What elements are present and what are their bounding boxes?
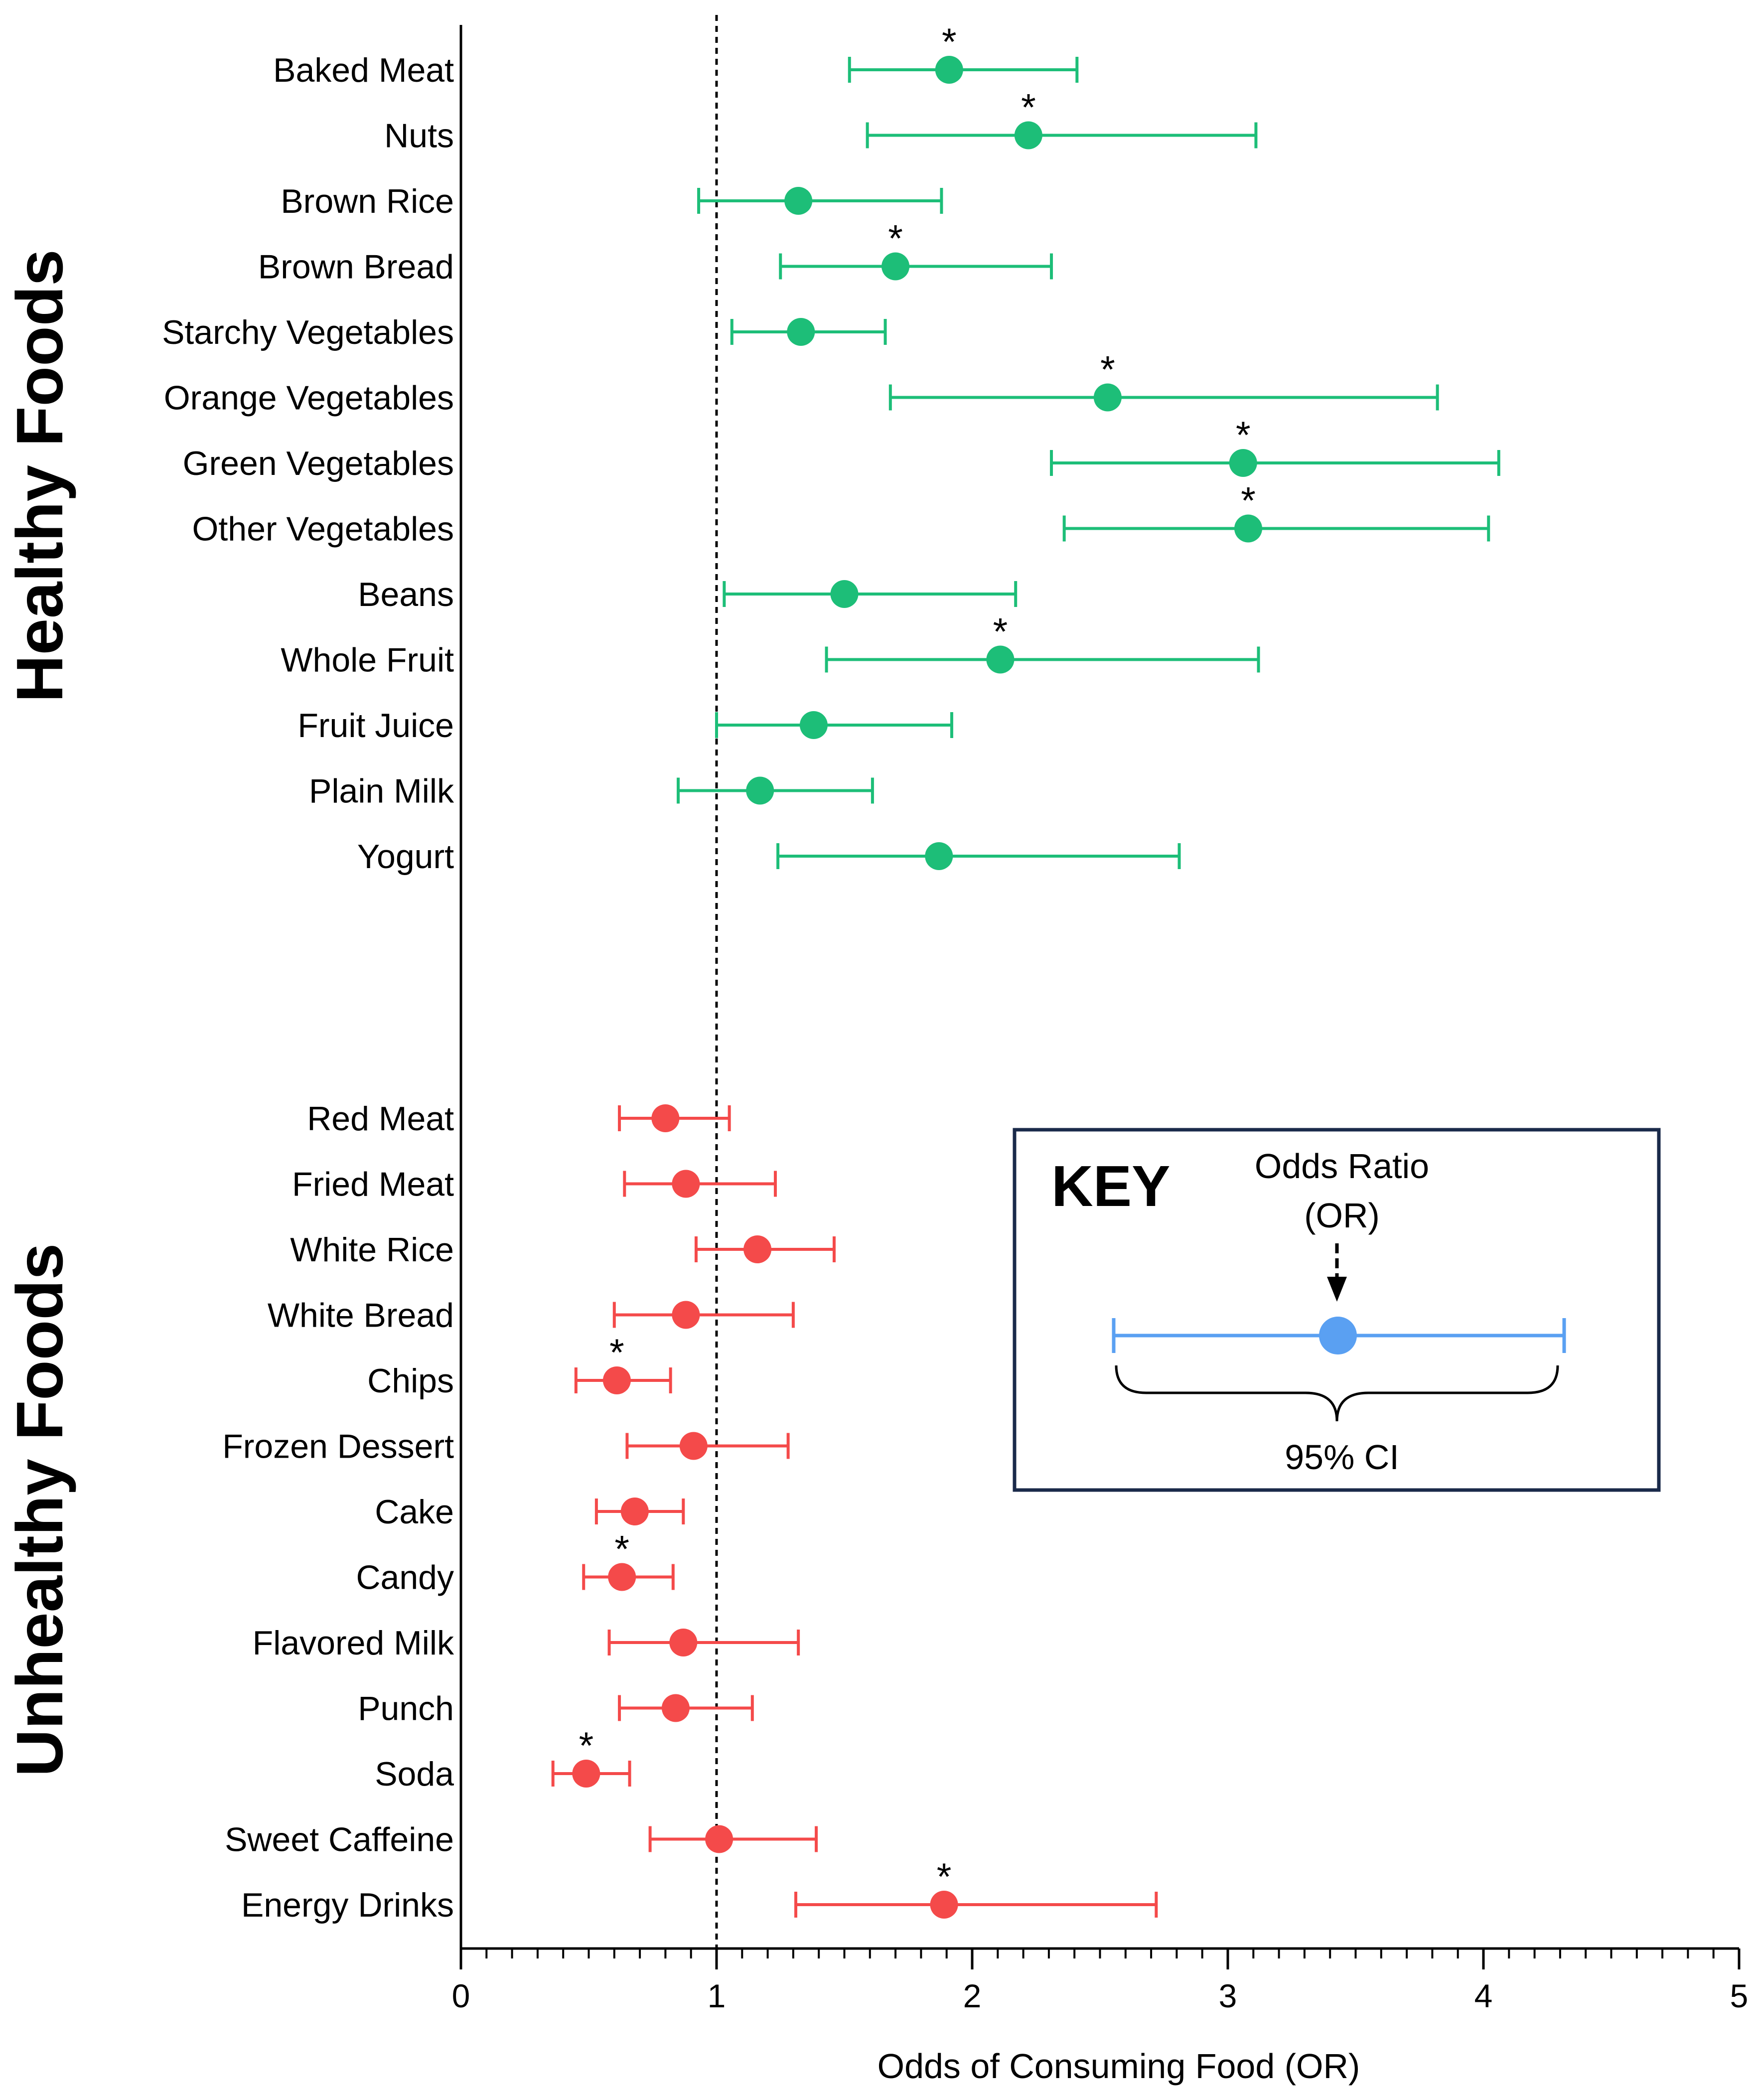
key-point-marker xyxy=(1319,1317,1357,1354)
category-label: White Rice xyxy=(290,1231,454,1269)
odds-ratio-point xyxy=(669,1629,698,1656)
category-label: Whole Fruit xyxy=(281,641,454,679)
odds-ratio-point xyxy=(1229,449,1257,477)
odds-ratio-point xyxy=(1093,383,1122,412)
category-label: Baked Meat xyxy=(273,51,454,89)
odds-ratio-point xyxy=(935,56,963,84)
category-label: Fruit Juice xyxy=(297,707,454,745)
odds-ratio-point xyxy=(1014,121,1042,150)
key-box: KEY Odds Ratio (OR) 95% CI xyxy=(1013,1128,1661,1492)
odds-ratio-point xyxy=(651,1104,680,1132)
category-label: Red Meat xyxy=(307,1100,454,1138)
x-axis-title: Odds of Consuming Food (OR) xyxy=(878,2047,1360,2086)
key-arrow-head-icon xyxy=(1327,1277,1347,1302)
key-border xyxy=(1013,1128,1661,1492)
key-title: KEY xyxy=(1051,1154,1171,1218)
category-label: Cake xyxy=(375,1493,454,1531)
group-title-healthy: Healthy Foods xyxy=(3,249,76,702)
significance-marker: * xyxy=(942,21,957,63)
odds-ratio-point xyxy=(799,711,828,739)
category-label: Soda xyxy=(375,1755,454,1793)
category-label: White Bread xyxy=(268,1297,454,1335)
significance-marker: * xyxy=(937,1856,952,1898)
odds-ratio-point xyxy=(705,1825,733,1853)
odds-ratio-point xyxy=(661,1694,690,1722)
category-label: Flavored Milk xyxy=(253,1624,454,1662)
category-label: Beans xyxy=(358,576,454,613)
significance-marker: * xyxy=(614,1528,629,1571)
odds-ratio-point xyxy=(986,645,1015,674)
key-brace-icon xyxy=(1115,1365,1559,1422)
significance-marker: * xyxy=(579,1725,594,1767)
key-interval-label: 95% CI xyxy=(1285,1438,1399,1477)
significance-marker: * xyxy=(1236,414,1251,456)
key-point-label-line2: (OR) xyxy=(1304,1196,1380,1235)
category-label: Other Vegetables xyxy=(192,510,454,548)
odds-ratio-point xyxy=(881,252,910,281)
odds-ratio-point xyxy=(679,1432,708,1460)
category-label: Yogurt xyxy=(357,838,454,876)
x-tick-label: 5 xyxy=(1730,1977,1749,2014)
odds-ratio-point xyxy=(602,1366,631,1394)
group-title-unhealthy: Unhealthy Foods xyxy=(3,1243,76,1777)
significance-marker: * xyxy=(1021,87,1036,129)
category-label: Chips xyxy=(367,1362,454,1400)
significance-marker: * xyxy=(1241,480,1256,522)
odds-ratio-point xyxy=(743,1235,772,1263)
odds-ratio-point xyxy=(787,318,815,346)
x-tick-label: 2 xyxy=(963,1977,982,2014)
x-tick-label: 3 xyxy=(1219,1977,1237,2014)
significance-marker: * xyxy=(1100,349,1115,391)
category-label: Starchy Vegetables xyxy=(162,313,454,351)
odds-ratio-point xyxy=(620,1498,649,1525)
odds-ratio-point xyxy=(930,1891,958,1919)
odds-ratio-point xyxy=(672,1301,700,1329)
labels-layer: Baked Meat Nuts Brown Rice Brown Bread Starc… xyxy=(162,51,454,1924)
category-label: Energy Drinks xyxy=(241,1886,454,1924)
rows-layer: * * * * * * * * * * * xyxy=(551,21,1500,1919)
category-label: Brown Bread xyxy=(258,248,454,286)
odds-ratio-point xyxy=(925,842,953,870)
category-label: Candy xyxy=(356,1559,454,1597)
axes-layer: 0 1 2 3 4 5 xyxy=(452,25,1749,2014)
category-label: Sweet Caffeine xyxy=(225,1821,454,1859)
key-point-label-line1: Odds Ratio xyxy=(1255,1147,1429,1186)
odds-ratio-point xyxy=(746,776,774,805)
odds-ratio-point xyxy=(572,1760,600,1788)
category-label: Punch xyxy=(358,1690,454,1728)
significance-marker: * xyxy=(993,611,1008,653)
category-label: Nuts xyxy=(384,117,454,155)
odds-ratio-point xyxy=(784,187,813,215)
category-label: Brown Rice xyxy=(281,182,454,220)
odds-ratio-point xyxy=(672,1170,700,1198)
category-label: Orange Vegetables xyxy=(164,379,454,417)
category-label: Fried Meat xyxy=(292,1166,454,1203)
x-tick-label: 4 xyxy=(1474,1977,1493,2014)
odds-ratio-point xyxy=(608,1563,636,1591)
category-label: Green Vegetables xyxy=(183,445,454,482)
odds-ratio-point xyxy=(1234,514,1263,543)
significance-marker: * xyxy=(609,1332,624,1374)
significance-marker: * xyxy=(888,218,903,260)
category-label: Plain Milk xyxy=(309,772,454,810)
category-label: Frozen Dessert xyxy=(222,1428,454,1466)
odds-ratio-point xyxy=(830,580,859,608)
x-tick-label: 0 xyxy=(452,1977,470,2014)
x-tick-label: 1 xyxy=(708,1977,726,2014)
